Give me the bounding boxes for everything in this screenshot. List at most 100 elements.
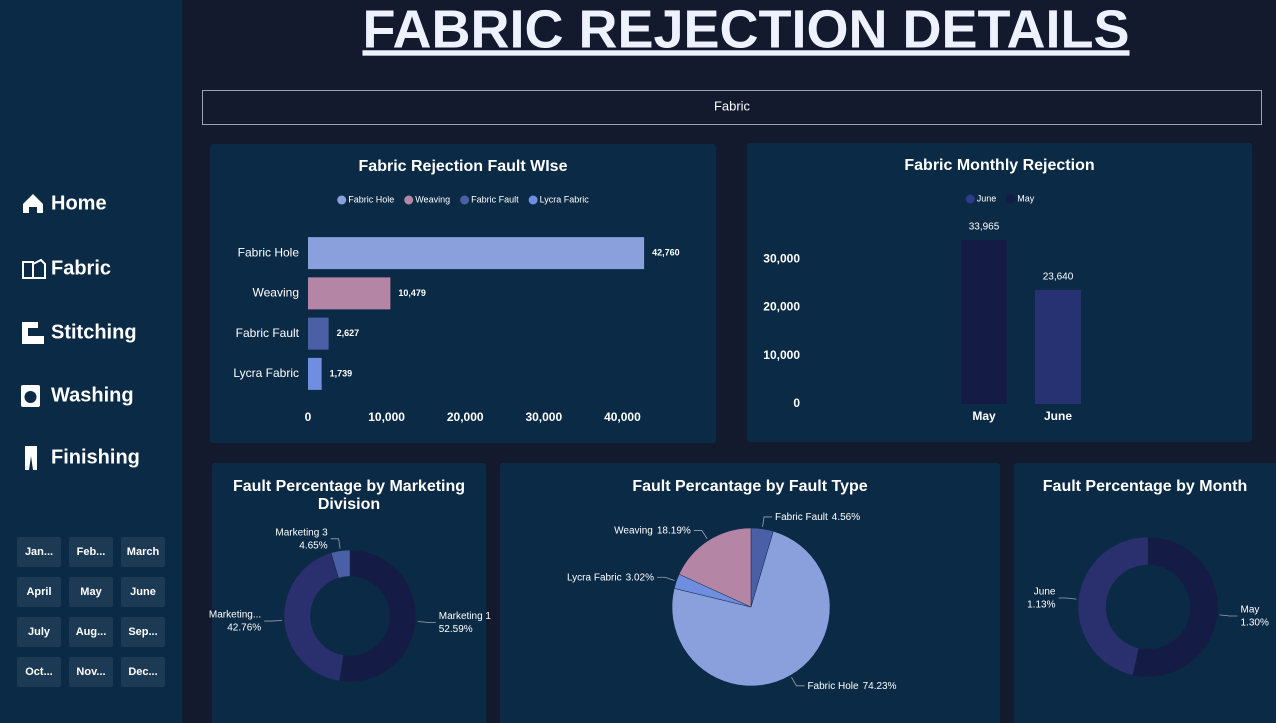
panel [210,144,716,443]
legend-label: Lycra Fabric [540,194,590,204]
legend-marker [528,195,538,205]
leader-line [417,621,436,623]
fabric-icon [22,258,46,279]
value-label: 10,479 [398,288,426,298]
month-label: Nov... [76,666,105,678]
y-tick-label: 0 [793,396,800,410]
month-button[interactable] [17,657,61,687]
slice-label: Marketing... [209,610,261,621]
leader-line [762,516,772,527]
legend-label: May [1017,193,1035,203]
chart-title: Fault Percentage by Month [1042,478,1248,495]
category-label: Fabric Fault [236,326,300,340]
month-button[interactable] [121,657,165,687]
bar [308,237,645,270]
pie-slice [330,549,351,579]
x-tick-label: 10,000 [368,410,405,424]
bar [1035,289,1081,404]
month-label: July [28,626,51,638]
month-button[interactable] [17,577,61,607]
month-button[interactable] [121,617,165,647]
header [182,0,1276,86]
month-button[interactable] [69,577,113,607]
slice-label-line: Weaving 18.19% [614,525,691,536]
month-button[interactable] [121,537,165,567]
month-label: Sep... [128,626,157,638]
month-button[interactable] [17,617,61,647]
legend: Fabric Hole Weaving Fabric Fault Lycra Fabr… [337,194,590,205]
nav-item[interactable]: Finishing [51,446,140,468]
leader-line [1219,614,1238,617]
category-label: Fabric Hole [238,245,300,259]
slice-label: Marketing 3 [275,527,328,538]
leader-line [656,576,675,581]
legend-label: Weaving [415,194,450,204]
month-label: Oct... [25,666,53,678]
legend-marker [404,195,414,205]
washing-icon-door [24,391,37,403]
x-tick-label: 30,000 [525,410,562,424]
chart-title-box: Fabric Monthly Rejection [904,157,1094,174]
value-label: 2,627 [337,328,360,338]
slice-label-line: Lycra Fabric 3.02% [567,572,654,583]
slice-label-line: Fabric Hole 74.23% [807,680,896,691]
y-tick-label: 30,000 [763,251,800,265]
nav-item[interactable]: Washing [51,384,134,406]
slice-value: 1.13% [1027,600,1055,611]
slice-label: Fabric Hole [807,680,859,691]
category-label: May [972,409,996,423]
legend-marker [965,194,975,204]
month-button[interactable] [69,537,113,567]
nav-icons [21,194,46,470]
slice-value: 3.02% [626,572,654,583]
legend-label: Fabric Fault [471,194,519,204]
filter-box[interactable] [202,90,1262,125]
nav-item[interactable]: Fabric [51,257,111,279]
leader-line [264,619,283,622]
pie-slice [283,552,344,682]
pie-slice [1132,536,1219,678]
panel [212,463,486,723]
finishing-icon [25,446,37,470]
month-label: May [80,586,102,598]
month-label: Feb... [77,546,106,558]
slice-value: 18.19% [657,525,691,536]
month-button[interactable] [17,537,61,567]
legend: June May [965,193,1035,204]
month-button[interactable] [69,617,113,647]
legend-label: Fabric Hole [348,194,394,204]
panel [1014,463,1276,723]
sidebar [0,0,182,723]
chart-title-box: Fault Percentage by Marketing Division [233,478,465,513]
month-label: March [127,546,160,558]
leader-line [1058,597,1077,600]
slice-label: Fabric Fault [775,512,828,523]
pie-slice [678,527,752,608]
bar [308,357,322,390]
slice-label: May [1241,605,1260,616]
leader-line [330,538,341,549]
chart-title-box: Fabric Rejection Fault WIse [358,158,568,175]
legend-marker [460,195,470,205]
nav-item[interactable]: Home [51,192,107,214]
slice-label: Lycra Fabric [567,572,622,583]
chart-title: Fabric Rejection Fault WIse [358,158,568,175]
pie-slice [1077,536,1149,676]
slice-label: Marketing 1 [439,611,492,622]
home-icon [23,194,43,213]
nav-item[interactable]: Stitching [51,321,137,343]
y-tick-label: 20,000 [763,300,800,314]
month-label: June [130,586,156,598]
pie-slice [339,549,417,683]
pie-slice [671,530,831,687]
legend-marker [337,195,347,205]
leader-line [791,676,805,687]
month-button[interactable] [121,577,165,607]
month-button[interactable] [69,657,113,687]
legend-marker [1006,194,1016,204]
bar [961,239,1007,404]
filter-label: Fabric [714,98,751,113]
page-title: FABRIC REJECTION DETAILS [362,0,1129,59]
category-label: Weaving [253,286,299,300]
leader-line [693,530,708,540]
